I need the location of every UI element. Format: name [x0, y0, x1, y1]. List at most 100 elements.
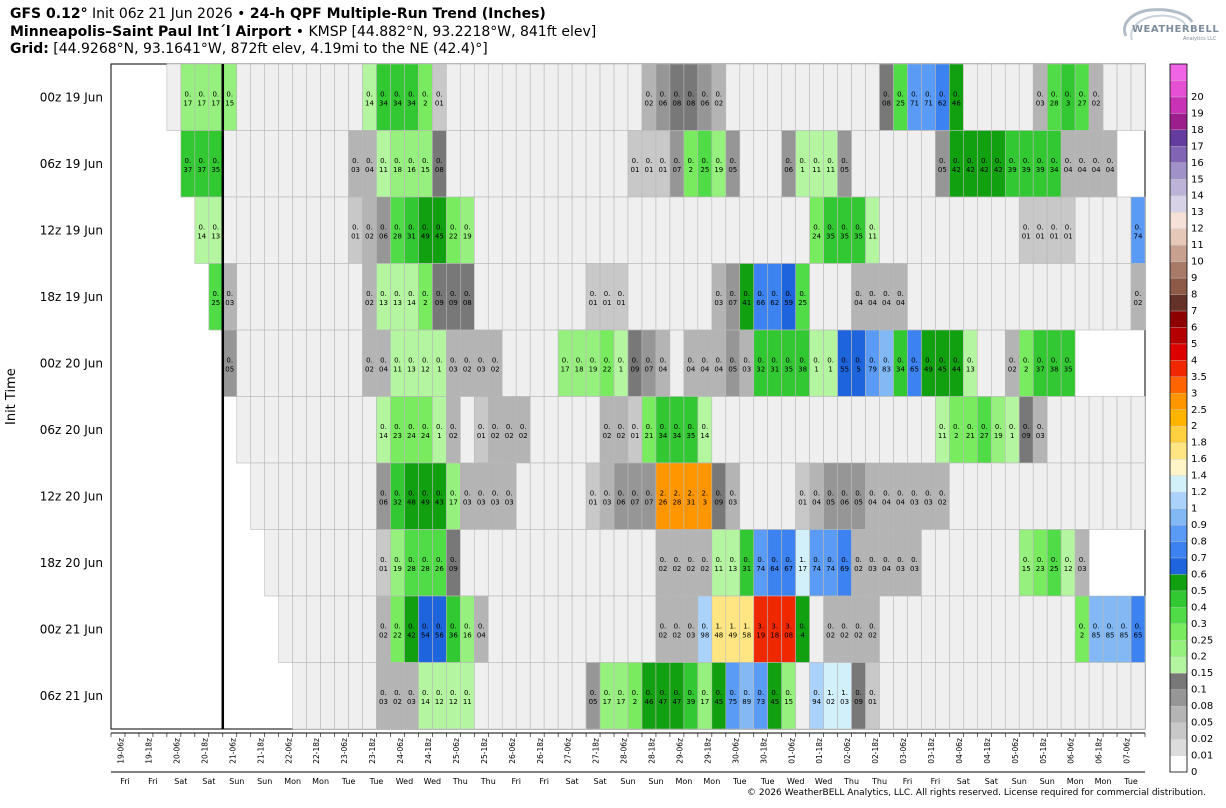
colorbar-tick-label: 12 — [1191, 224, 1204, 235]
qpf-cell — [557, 130, 573, 198]
cell-value: 03 — [491, 498, 500, 506]
qpf-cell — [292, 329, 307, 397]
qpf-cell — [949, 662, 964, 730]
qpf-cell — [739, 396, 755, 464]
cell-value: 35 — [1064, 365, 1073, 373]
logo-text: WEATHERBELL — [1132, 24, 1220, 35]
cell-value: 42 — [952, 166, 961, 174]
qpf-cell — [1130, 662, 1146, 730]
cell-value: 67 — [784, 565, 793, 573]
cell-value: 0. — [799, 356, 806, 364]
colorbar-swatch — [1169, 705, 1188, 723]
colorbar-tick-label: 17 — [1191, 141, 1204, 152]
qpf-cell — [529, 329, 545, 397]
cell-value: 01 — [644, 166, 653, 174]
qpf-cell — [977, 263, 992, 331]
cell-value: 0. — [827, 489, 834, 497]
qpf-cell — [851, 396, 866, 464]
qpf-cell — [306, 396, 321, 464]
cell-value: 08 — [435, 166, 444, 174]
x-day-label: Wed — [424, 777, 441, 786]
colorbar-tick-label: 2 — [1191, 421, 1197, 432]
cell-value: 0. — [590, 489, 597, 497]
qpf-cell — [585, 529, 601, 597]
x-tick-label: 24-18z — [424, 738, 433, 764]
qpf-cell — [278, 63, 293, 131]
qpf-cell — [487, 130, 503, 198]
cell-value: 0. — [464, 689, 471, 697]
colorbar-tick-label: 0.01 — [1191, 751, 1213, 762]
cell-value: 0. — [422, 290, 429, 298]
cell-value: 0. — [1065, 157, 1072, 165]
cell-value: 0. — [897, 489, 904, 497]
qpf-cell — [1088, 462, 1104, 530]
cell-value: 0. — [799, 290, 806, 298]
cell-value: 74 — [756, 565, 765, 573]
cell-value: 01 — [1064, 232, 1073, 240]
colorbar-swatch — [1169, 113, 1188, 131]
qpf-cell — [907, 196, 922, 264]
cell-value: 0. — [1023, 223, 1030, 231]
qpf-cell — [837, 396, 852, 464]
cell-value: 06 — [379, 498, 388, 506]
cell-value: 0. — [785, 689, 792, 697]
cell-value: 0. — [618, 290, 625, 298]
cell-value: 17 — [211, 99, 220, 107]
colorbar-swatch — [1169, 623, 1188, 641]
qpf-cell — [1060, 263, 1076, 331]
qpf-cell — [529, 263, 545, 331]
qpf-cell — [669, 329, 685, 397]
cell-value: 2 — [1080, 631, 1084, 639]
qpf-cell — [473, 196, 489, 264]
qpf-cell — [935, 595, 950, 663]
cell-value: 27 — [980, 432, 989, 440]
qpf-cell — [1004, 662, 1020, 730]
cell-value: 0. — [422, 622, 429, 630]
cell-value: 05 — [854, 498, 863, 506]
cell-value: 26 — [658, 498, 667, 506]
cell-value: 31 — [742, 565, 751, 573]
qpf-cell — [907, 662, 922, 730]
qpf-cell — [1130, 396, 1146, 464]
cell-value: 75 — [728, 698, 737, 706]
cell-value: 0. — [911, 356, 918, 364]
qpf-cell — [292, 130, 307, 198]
cell-value: 0. — [492, 489, 499, 497]
cell-value: 01 — [868, 698, 877, 706]
cell-value: 0. — [729, 556, 736, 564]
cell-value: 03 — [351, 166, 360, 174]
cell-value: 13 — [407, 365, 416, 373]
cell-value: 0. — [408, 622, 415, 630]
cell-value: 18 — [770, 631, 779, 639]
cell-value: 0. — [422, 556, 429, 564]
cell-value: 02 — [826, 631, 835, 639]
cell-value: 04 — [812, 498, 821, 506]
x-day-label: Sun — [620, 777, 635, 786]
cell-value: 02 — [379, 631, 388, 639]
cell-value: 31 — [770, 365, 779, 373]
x-tick-label: 23-06z — [340, 738, 349, 764]
cell-value: 23 — [1036, 565, 1045, 573]
x-day-label: Tue — [369, 777, 384, 786]
qpf-cell — [767, 63, 782, 131]
qpf-cell — [529, 63, 545, 131]
cell-value: 0. — [897, 556, 904, 564]
cell-value: 73 — [756, 698, 765, 706]
cell-value: 0. — [715, 290, 722, 298]
qpf-cell — [1046, 462, 1062, 530]
qpf-cell — [935, 662, 950, 730]
cell-value: 04 — [882, 498, 891, 506]
cell-value: 0. — [394, 157, 401, 165]
cell-value: 25 — [700, 166, 709, 174]
cell-value: 04 — [896, 299, 905, 307]
x-day-label: Mon — [703, 777, 720, 786]
qpf-cell — [236, 396, 252, 464]
cell-value: 54 — [421, 631, 430, 639]
cell-value: 05 — [589, 698, 598, 706]
colorbar-swatch — [1169, 738, 1188, 756]
x-tick-label: 24-06z — [396, 738, 405, 764]
qpf-cell — [627, 196, 643, 264]
cell-value: 0. — [1037, 90, 1044, 98]
cell-value: 17 — [183, 99, 192, 107]
qpf-cell — [1032, 595, 1048, 663]
